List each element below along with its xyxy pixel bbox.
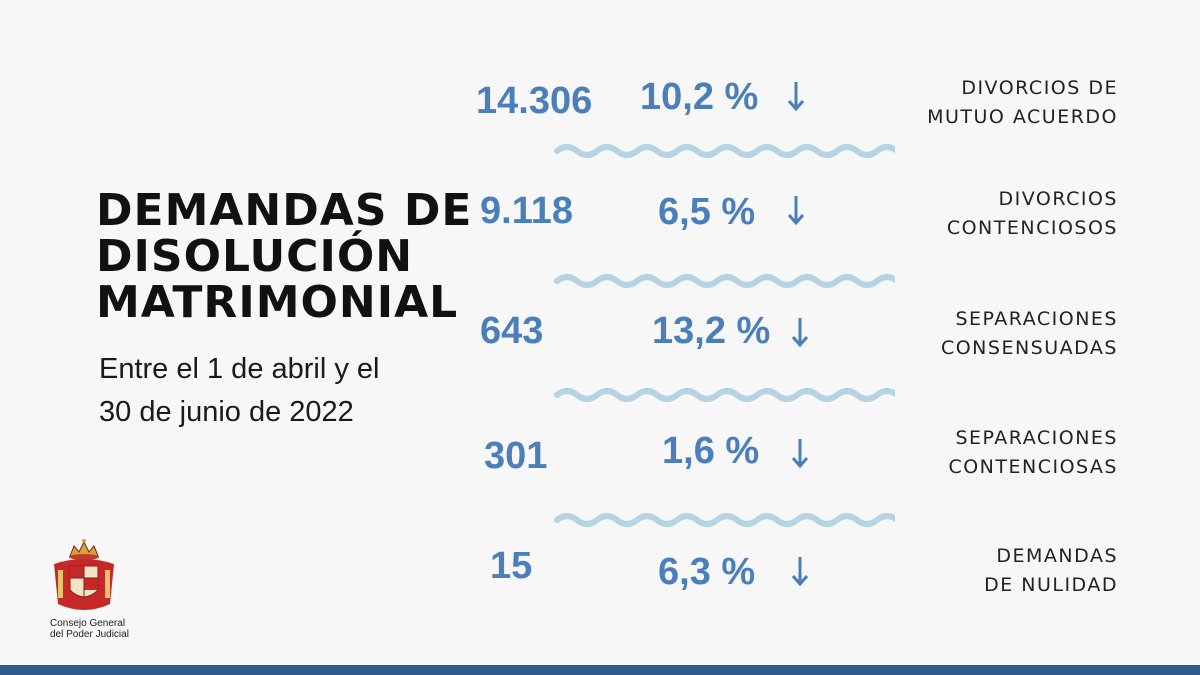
stat-label-line-1: SEPARACIONES — [955, 427, 1118, 449]
stat-value: 15 — [490, 545, 533, 587]
stat-percent: 1,6 % — [662, 430, 760, 472]
stat-value: 14.306 — [476, 80, 593, 122]
arrow-down-icon — [787, 82, 805, 112]
stat-label: DIVORCIOS CONTENCIOSOS — [878, 185, 1118, 243]
stat-percent: 6,5 % — [658, 191, 756, 233]
arrow-down-icon — [791, 557, 809, 587]
title-line-2: DISOLUCIÓN — [96, 231, 414, 282]
date-range-line-2: 30 de junio de 2022 — [99, 396, 354, 428]
arrow-down-icon — [791, 318, 809, 348]
logo-caption-line-1: Consejo General — [50, 618, 126, 629]
stat-value: 643 — [480, 310, 544, 352]
wave-divider — [554, 513, 895, 527]
date-range: Entre el 1 de abril y el 30 de junio de … — [99, 348, 379, 434]
wave-divider — [554, 274, 895, 288]
page-title: DEMANDAS DE DISOLUCIÓN MATRIMONIAL — [96, 188, 472, 326]
stat-value: 9.118 — [480, 190, 573, 232]
stat-label-line-2: MUTUO ACUERDO — [927, 106, 1118, 128]
stat-label-line-1: DIVORCIOS — [998, 188, 1118, 210]
stat-label: SEPARACIONES CONTENCIOSAS — [878, 424, 1118, 482]
date-range-line-1: Entre el 1 de abril y el — [99, 353, 380, 385]
arrow-down-icon — [791, 439, 809, 469]
stat-label-line-2: DE NULIDAD — [984, 574, 1118, 596]
stat-label-line-2: CONTENCIOSOS — [946, 217, 1118, 239]
wave-divider — [554, 144, 895, 158]
coat-of-arms-icon — [54, 539, 114, 610]
arrow-down-icon — [787, 196, 805, 226]
title-line-3: MATRIMONIAL — [96, 277, 459, 328]
stat-percent: 10,2 % — [640, 76, 759, 118]
stat-label-line-1: DEMANDAS — [996, 545, 1118, 567]
stat-label-line-1: DIVORCIOS DE — [961, 77, 1118, 99]
logo-caption-line-2: del Poder Judicial — [50, 629, 129, 640]
stat-label-line-2: CONTENCIOSAS — [948, 456, 1118, 478]
stat-label: SEPARACIONES CONSENSUADAS — [878, 305, 1118, 363]
stat-label-line-1: SEPARACIONES — [955, 308, 1118, 330]
stat-value: 301 — [484, 435, 548, 477]
wave-divider — [554, 388, 895, 402]
bottom-bar — [0, 665, 1200, 675]
stat-percent: 6,3 % — [658, 551, 756, 593]
logo-caption: Consejo General del Poder Judicial — [50, 618, 129, 640]
stat-label: DEMANDAS DE NULIDAD — [878, 542, 1118, 600]
stat-label-line-2: CONSENSUADAS — [940, 337, 1118, 359]
title-line-1: DEMANDAS DE — [96, 185, 473, 236]
stat-label: DIVORCIOS DE MUTUO ACUERDO — [878, 74, 1118, 132]
stat-percent: 13,2 % — [652, 310, 771, 352]
